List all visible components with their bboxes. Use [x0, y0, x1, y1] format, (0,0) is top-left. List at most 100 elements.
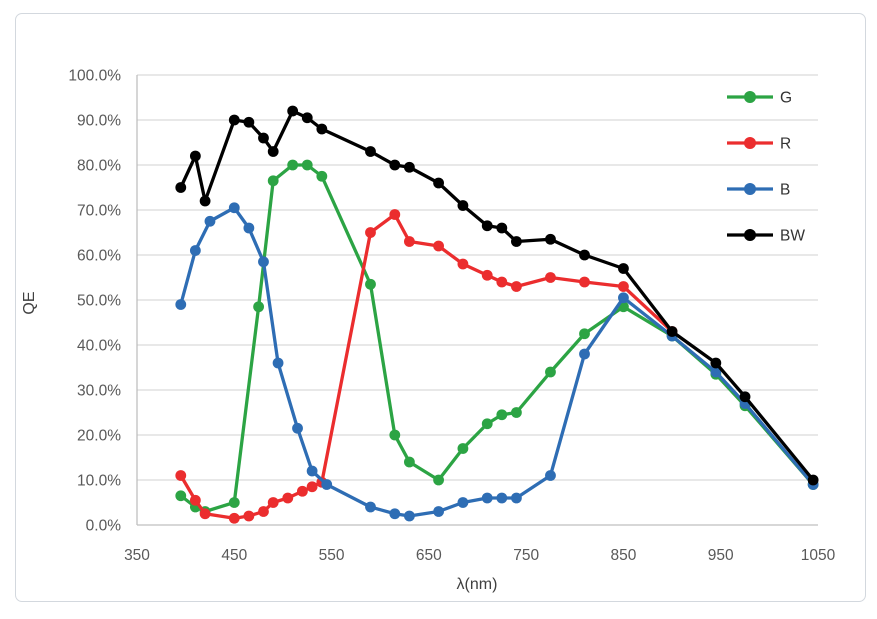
legend-item-BW: BW [727, 228, 805, 245]
series-R-point [481, 269, 493, 281]
tick-labels: 0.0% 10.0% 20.0% 30.0% 40.0% 50.0% 60.0% 70.0% 8… [68, 68, 835, 565]
series-B-point [228, 202, 240, 214]
series-BW-point [287, 105, 299, 117]
x-tick-label: 350 [124, 547, 150, 564]
series-R-point [243, 510, 255, 522]
legend-label-BW: BW [780, 228, 805, 245]
legend-swatch-marker-G [744, 91, 756, 103]
series-BW-point [316, 123, 328, 135]
legend-item-G: G [727, 90, 792, 107]
series-B-point [389, 508, 401, 520]
y-tick-label: 20.0% [77, 428, 121, 445]
series-R-point [199, 508, 211, 520]
series-R-point [389, 209, 401, 220]
legend-label-G: G [780, 90, 792, 107]
series-B-point [306, 465, 318, 477]
series-R-point [545, 272, 556, 283]
series-BW-point [457, 200, 469, 211]
series-G-point [404, 456, 415, 468]
x-tick-label: 550 [319, 547, 345, 564]
series-G-point [496, 409, 508, 421]
series-BW-point [511, 236, 522, 247]
series-B-point [321, 479, 333, 490]
series-G-point [365, 278, 376, 290]
y-tick-label: 50.0% [77, 293, 121, 310]
series-G-point [287, 159, 299, 171]
series-R-point [511, 281, 522, 292]
series-R-point [267, 497, 279, 508]
series-B-point [175, 299, 187, 310]
series-BW-point [433, 177, 444, 189]
series-B-point [545, 470, 556, 481]
series-G [175, 159, 819, 517]
series-BW-point [301, 112, 313, 124]
series-BW-point [666, 326, 678, 337]
x-tick-label: 650 [416, 547, 442, 564]
series-B-point [433, 506, 444, 517]
series-G-line [179, 163, 815, 514]
y-tick-label: 0.0% [86, 518, 122, 535]
legend: G R B BW [727, 90, 805, 245]
series-G-point [316, 170, 328, 182]
legend-label-B: B [780, 182, 790, 199]
series-B-point [618, 292, 629, 304]
series-BW-point [481, 220, 493, 232]
legend-swatch-marker-B [744, 183, 756, 195]
legend-swatch-marker-BW [744, 229, 756, 241]
series-G-point [301, 159, 313, 171]
series-B-point [404, 510, 415, 522]
series-BW-point [807, 474, 819, 486]
series-B-point [292, 422, 303, 434]
series-R-point [189, 494, 201, 506]
series-G-point [579, 328, 590, 340]
series-G-point [481, 418, 493, 430]
y-tick-label: 60.0% [77, 248, 121, 265]
y-tick-label: 80.0% [77, 158, 121, 175]
y-tick-label: 100.0% [68, 68, 121, 85]
series-BW-point [258, 132, 269, 144]
series-G-point [267, 175, 279, 187]
y-axis-title: QE [21, 291, 38, 315]
y-tick-label: 30.0% [77, 383, 121, 400]
series-B-point [189, 245, 201, 256]
series-G-point [228, 497, 240, 508]
series-B-point [204, 215, 216, 227]
series-BW-point [545, 233, 556, 245]
series-R-point [228, 512, 240, 524]
y-tick-label: 40.0% [77, 338, 121, 355]
series-G-point [253, 301, 265, 313]
series-R-point [404, 236, 415, 247]
series-R-point [175, 470, 187, 481]
series-B-point [243, 222, 255, 234]
series-B [175, 202, 819, 522]
series-BW-point [710, 357, 722, 369]
legend-swatch-marker-R [744, 137, 756, 149]
series-G-point [175, 490, 187, 502]
series-R-point [296, 485, 308, 497]
series-R-point [579, 276, 590, 288]
series-B-point [579, 348, 590, 360]
series-BW-point [389, 159, 401, 171]
series-B-point [457, 497, 469, 508]
series-BW-point [243, 116, 255, 128]
x-tick-label: 750 [513, 547, 539, 564]
series-G-point [545, 366, 556, 378]
legend-item-B: B [727, 182, 790, 199]
series-R [175, 209, 678, 524]
series-R-point [433, 240, 444, 252]
legend-label-R: R [780, 136, 791, 153]
series-G-point [389, 429, 401, 441]
series-B-point [365, 501, 376, 513]
series-BW-line [179, 109, 815, 482]
x-axis-title: λ(nm) [456, 576, 498, 593]
series-R-point [258, 506, 269, 517]
series-B-point [511, 492, 522, 504]
x-tick-label: 950 [708, 547, 734, 564]
series-R-point [365, 227, 376, 238]
series-R-point [457, 258, 469, 270]
series-B-point [258, 256, 269, 268]
gridlines [137, 74, 818, 481]
series-BW-point [496, 222, 508, 234]
x-tick-label: 1050 [801, 547, 836, 564]
